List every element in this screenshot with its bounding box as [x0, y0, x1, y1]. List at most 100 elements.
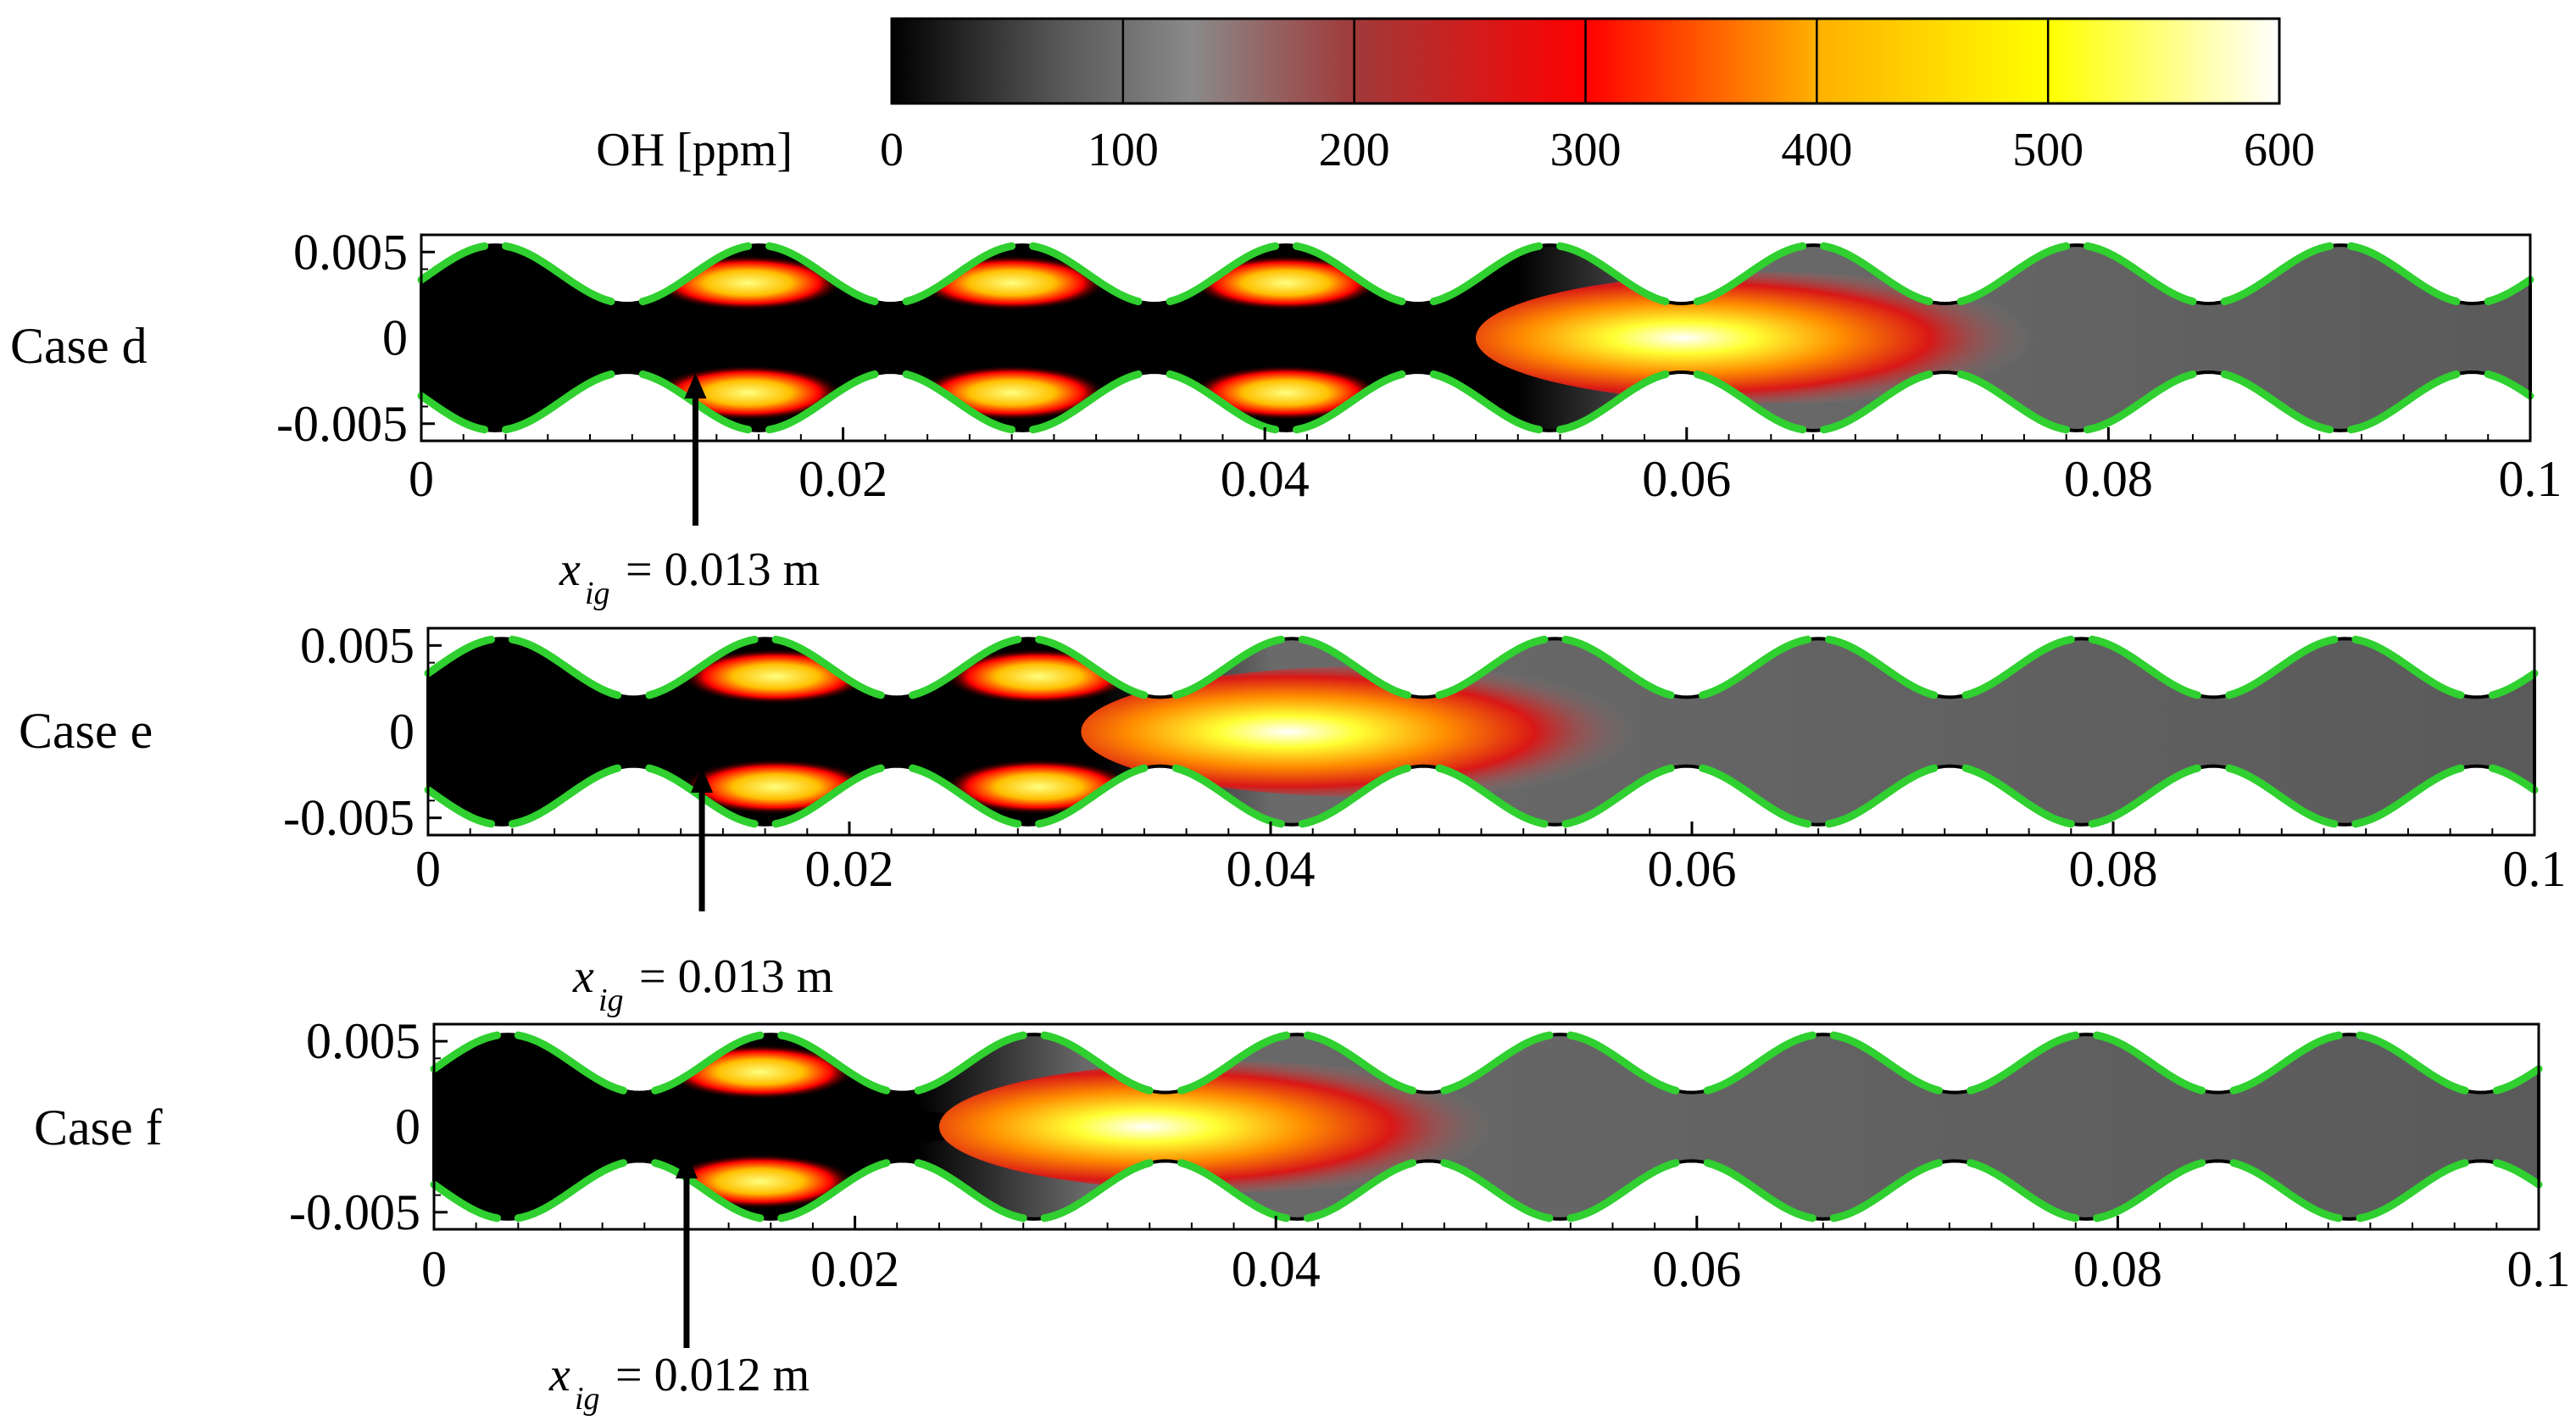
x-tick-label: 0: [415, 841, 441, 897]
x-tick-label: 0.06: [1652, 1241, 1741, 1297]
heated-wall-segments: [417, 242, 2534, 434]
heated-wall: [765, 370, 879, 434]
y-axis: 0.005 0 -0.005: [283, 617, 442, 846]
heated-wall: [2488, 669, 2539, 699]
heated-wall: [502, 242, 615, 306]
heated-wall: [914, 1031, 1027, 1095]
x-tick-label: 0.08: [2073, 1241, 2162, 1297]
heated-wall: [1829, 1031, 1943, 1095]
heated-wall: [417, 392, 489, 434]
x-tick-label: 0: [409, 451, 434, 507]
heated-wall: [2484, 276, 2534, 306]
heated-wall: [2220, 370, 2334, 434]
heated-wall: [514, 1159, 627, 1223]
annotation-var: x: [559, 543, 581, 596]
heated-wall: [1820, 370, 1933, 434]
annotation-sub: ig: [575, 1381, 600, 1417]
annotation-var: x: [548, 1349, 570, 1401]
heated-wall: [777, 1031, 891, 1095]
x-tick-label: 0.04: [1227, 841, 1316, 897]
x-tick-label: 0.02: [798, 451, 887, 507]
y-tick-label: 0.005: [306, 1013, 420, 1069]
heated-wall: [2356, 1159, 2469, 1223]
heated-wall: [1029, 370, 1143, 434]
heated-wall: [1698, 764, 1812, 828]
heated-wall: [909, 635, 1022, 699]
heated-wall: [2356, 1031, 2469, 1095]
heated-wall: [1171, 764, 1285, 828]
colorbar: OH [ppm] 0 100 200 300 400 500 600: [596, 17, 2315, 176]
heated-wall: [651, 1031, 765, 1095]
ignition-arrow: [675, 1153, 698, 1348]
y-tick-label: -0.005: [276, 396, 408, 452]
x-tick-label: 0.06: [1648, 841, 1737, 897]
annotation-sub: ig: [598, 983, 624, 1018]
heated-wall: [771, 764, 885, 828]
heated-wall: [2229, 1031, 2343, 1095]
colorbar-dividers: [1121, 19, 2050, 103]
heated-wall: [430, 1180, 501, 1223]
y-tick-label: -0.005: [283, 790, 414, 846]
heated-wall: [2484, 370, 2534, 400]
heated-wall: [1693, 242, 1807, 306]
y-tick-label: -0.005: [289, 1184, 420, 1240]
y-tick-label: 0.005: [300, 617, 414, 673]
heated-wall: [2492, 1065, 2543, 1095]
case-label: Case e: [19, 703, 153, 759]
heated-wall: [1293, 370, 1406, 434]
x-axis: 0 0.02 0.04 0.06 0.08 0.1: [421, 1216, 2571, 1297]
x-tick-label: 0: [421, 1241, 447, 1297]
heated-wall: [1035, 764, 1149, 828]
x-tick-label: 0.04: [1232, 1241, 1321, 1297]
heated-wall: [1440, 1031, 1554, 1095]
flame-plume: [1476, 272, 2067, 404]
heated-wall: [902, 242, 1016, 306]
heated-wall: [2229, 1159, 2343, 1223]
heated-wall: [902, 370, 1016, 434]
colorbar-tick-label: 500: [2012, 124, 2084, 176]
heated-wall: [2093, 1031, 2206, 1095]
heated-wall: [424, 635, 496, 677]
heated-wall: [914, 1159, 1027, 1223]
heated-wall: [1029, 242, 1143, 306]
x-tick-label: 0.02: [805, 841, 894, 897]
heated-wall: [1429, 242, 1544, 306]
heated-wall: [1825, 764, 1939, 828]
annotation-sub: ig: [585, 576, 610, 611]
colorbar-tick-label: 0: [880, 124, 904, 176]
x-axis: 0 0.02 0.04 0.06 0.08 0.1: [409, 427, 2562, 507]
y-tick-label: 0: [382, 310, 408, 366]
heated-wall: [765, 242, 879, 306]
heated-wall: [2220, 242, 2334, 306]
heated-wall: [638, 242, 753, 306]
heated-wall-segments: [430, 1031, 2543, 1223]
heated-wall: [1561, 764, 1675, 828]
heated-wall: [2488, 764, 2539, 794]
heated-wall: [1961, 764, 2075, 828]
heated-wall: [2084, 370, 2197, 434]
flame-lobe: [1191, 255, 1382, 311]
heated-wall: [1825, 635, 1939, 699]
case-label: Case f: [34, 1100, 163, 1156]
heated-wall: [1166, 370, 1280, 434]
heated-wall: [1293, 242, 1406, 306]
heated-wall: [1303, 1031, 1417, 1095]
heated-wall: [1693, 370, 1807, 434]
y-axis: 0.005 0 -0.005: [276, 224, 435, 452]
x-tick-label: 0.1: [2499, 451, 2562, 507]
unburnt-core: [623, 1083, 1045, 1170]
heated-wall: [1303, 1159, 1417, 1223]
heated-wall: [508, 635, 622, 699]
heated-wall: [1956, 370, 2071, 434]
annotation-text: = 0.013 m: [639, 950, 833, 1003]
heated-wall: [1703, 1031, 1817, 1095]
heated-wall: [1829, 1159, 1943, 1223]
colorbar-tick-label: 300: [1550, 124, 1622, 176]
heated-wall: [1429, 370, 1544, 434]
colorbar-tick-label: 600: [2244, 124, 2315, 176]
panel-case-f: Case f 0 0.02 0.04 0.06 0.08 0.10.0050-0.005 …: [34, 1013, 2571, 1417]
heated-wall: [2093, 1159, 2206, 1223]
heated-wall: [1298, 635, 1412, 699]
